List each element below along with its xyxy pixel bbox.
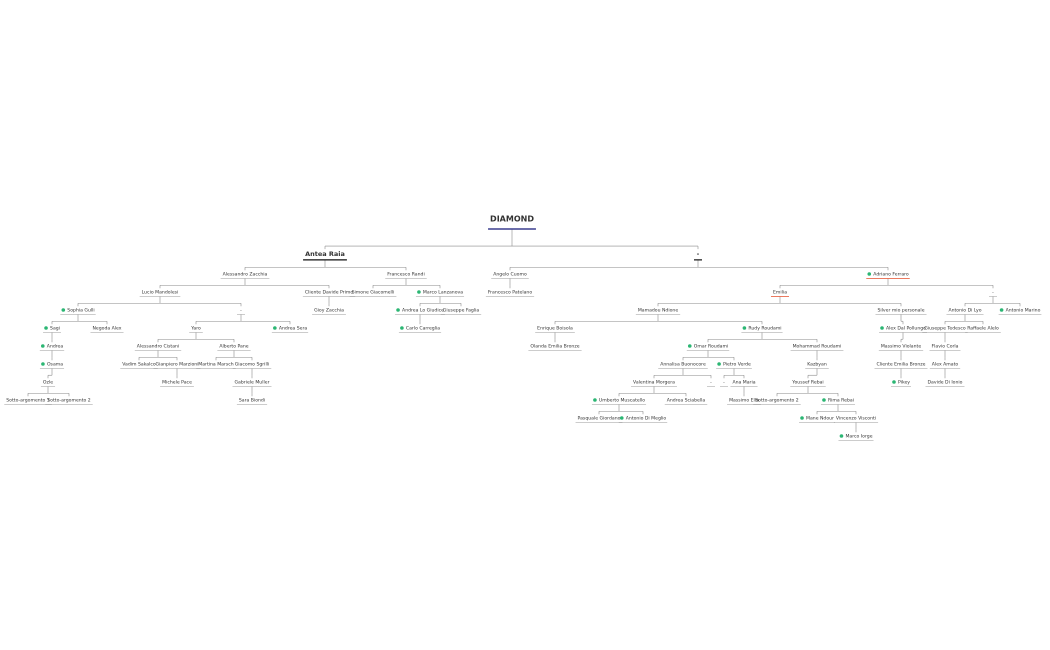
node-label: Valentina Morgera xyxy=(633,380,675,386)
node-label: Giuseppe Faglia xyxy=(443,308,480,314)
node-label: Ozle xyxy=(43,380,53,386)
node-dot xyxy=(619,416,624,420)
node-dot xyxy=(839,434,844,438)
node-label: Mamadou Ndione xyxy=(638,308,679,314)
node-dot xyxy=(822,398,826,402)
node-label: Carlo Carreglia xyxy=(406,326,440,332)
node-label: Enrique Boisola xyxy=(537,326,573,332)
node-label: DIAMOND xyxy=(490,215,534,224)
node-label: Simone Giacomelli xyxy=(352,290,395,296)
node-label: Michele Pace xyxy=(162,380,192,386)
node-label: - xyxy=(697,250,700,258)
node-label: Francesco Randi xyxy=(387,272,424,278)
node-dot xyxy=(892,380,896,384)
node-dot xyxy=(400,326,404,330)
node-label: Pietro Verde xyxy=(723,362,751,368)
node-label: Sophia Gulli xyxy=(67,308,94,314)
node-label: Pikey xyxy=(898,380,910,386)
edges xyxy=(27,229,1021,433)
node-label: Antonio Di Lyo xyxy=(948,308,981,314)
node-label: Angelo Cuomo xyxy=(493,272,527,278)
node-label: Marco Lanzanova xyxy=(423,290,463,296)
node-dot xyxy=(687,344,692,348)
node-dot xyxy=(999,308,1004,312)
node-label: Alex Amato xyxy=(932,362,959,368)
node-label: Adriano Ferraro xyxy=(873,272,909,278)
node-label: Pasquale Giordano xyxy=(578,416,621,422)
node-label: Flavio Corla xyxy=(932,344,959,350)
node-label: Negoda Alex xyxy=(92,326,121,332)
node-label: Youssef Rebai xyxy=(791,380,823,386)
node-label: Gabriele Muller xyxy=(235,380,270,386)
node-label: Davide Di Ionio xyxy=(928,380,963,386)
node-label: Osama xyxy=(47,362,63,368)
node-label: Gianpiero Marzioni xyxy=(156,362,199,368)
node-label: Olanda Emilia Bronze xyxy=(530,344,579,350)
node-label: Raffaele Alelo xyxy=(967,326,999,332)
node-label: Antea Raia xyxy=(305,250,345,258)
node-label: Yaro xyxy=(190,326,201,332)
node-label: Umberto Muscatello xyxy=(599,398,645,404)
node-label: Antonio Marino xyxy=(1006,308,1041,314)
node-label: Lucio Mandolesi xyxy=(142,290,179,296)
node-label: Francesco Patelano xyxy=(488,290,532,296)
node-label: Sotto-argomento 2 xyxy=(47,398,91,404)
node-dot xyxy=(61,308,66,312)
node-dot xyxy=(417,290,421,294)
node-dot xyxy=(40,344,45,348)
node-label: Ana Maria xyxy=(732,380,755,386)
node-label: - xyxy=(240,309,242,314)
node-dot xyxy=(41,362,45,366)
node-label: Mane Ndour xyxy=(806,416,834,422)
node-label: - xyxy=(723,381,725,386)
node-dot xyxy=(44,326,48,330)
node-label: Rima Rebai xyxy=(828,398,854,404)
node-label: Andrea Sera xyxy=(279,326,307,332)
node-dot xyxy=(800,416,804,420)
node-label: Andrea xyxy=(47,344,64,350)
node-label: Antonio Di Meglio xyxy=(626,416,667,422)
node-label: - xyxy=(710,381,712,386)
node-label: Sara Biondi xyxy=(239,398,265,404)
node-label: Kazbyan xyxy=(807,362,827,368)
node-label: Annalisa Buonocore xyxy=(660,362,706,368)
node-label: Gioy Zacchia xyxy=(314,308,344,314)
node-label: Giuseppe Tedesco xyxy=(924,326,966,332)
node-label: Emilia xyxy=(773,290,787,296)
node-dot xyxy=(717,362,721,366)
node-label: Rudy Roudami xyxy=(748,326,781,332)
node-label: Alberto Pane xyxy=(219,344,248,350)
node-label: Cliente Davide Primo xyxy=(305,290,353,296)
node-label: Alessandro Cistani xyxy=(137,344,179,350)
node-label: Marco Iorge xyxy=(845,434,872,440)
node-label: Sotto-argomento 1 xyxy=(6,398,50,404)
node-label: Martina Marsch xyxy=(198,362,234,368)
node-label: Massimo Violante xyxy=(881,344,922,350)
node-label: Andrea Sciabella xyxy=(667,398,706,404)
node-dot xyxy=(396,308,400,312)
node-label: Andrea Lo Giudice xyxy=(402,308,444,314)
node-label: Mohammad Roudami xyxy=(793,344,842,350)
node-label: Massimo Elia xyxy=(729,398,759,404)
node-label: Giacomo Sgrilli xyxy=(235,362,270,368)
node-label: - xyxy=(992,291,994,296)
node-dot xyxy=(593,398,597,402)
node-label: Vincenzo Visconti xyxy=(836,416,876,422)
nodes: DIAMOND Antea Raia - Alessandro Zacchia Fran… xyxy=(4,215,1042,441)
node-label: Sotto-argomento 2 xyxy=(755,398,799,404)
node-dot xyxy=(867,272,872,276)
node-label: Sagi xyxy=(50,326,60,332)
node-label: Alessandro Zacchia xyxy=(223,272,268,278)
node-label: Cliente Emilia Bronze xyxy=(877,362,926,368)
node-label: Silver mio personale xyxy=(877,308,924,314)
node-dot xyxy=(273,326,277,330)
node-label: Vadim Sakalco xyxy=(122,362,156,368)
node-dot xyxy=(742,326,747,330)
node-dot xyxy=(880,326,884,330)
node-label: Omar Roudami xyxy=(694,344,728,350)
node-label: Alex Dal Pollungo xyxy=(886,326,926,332)
